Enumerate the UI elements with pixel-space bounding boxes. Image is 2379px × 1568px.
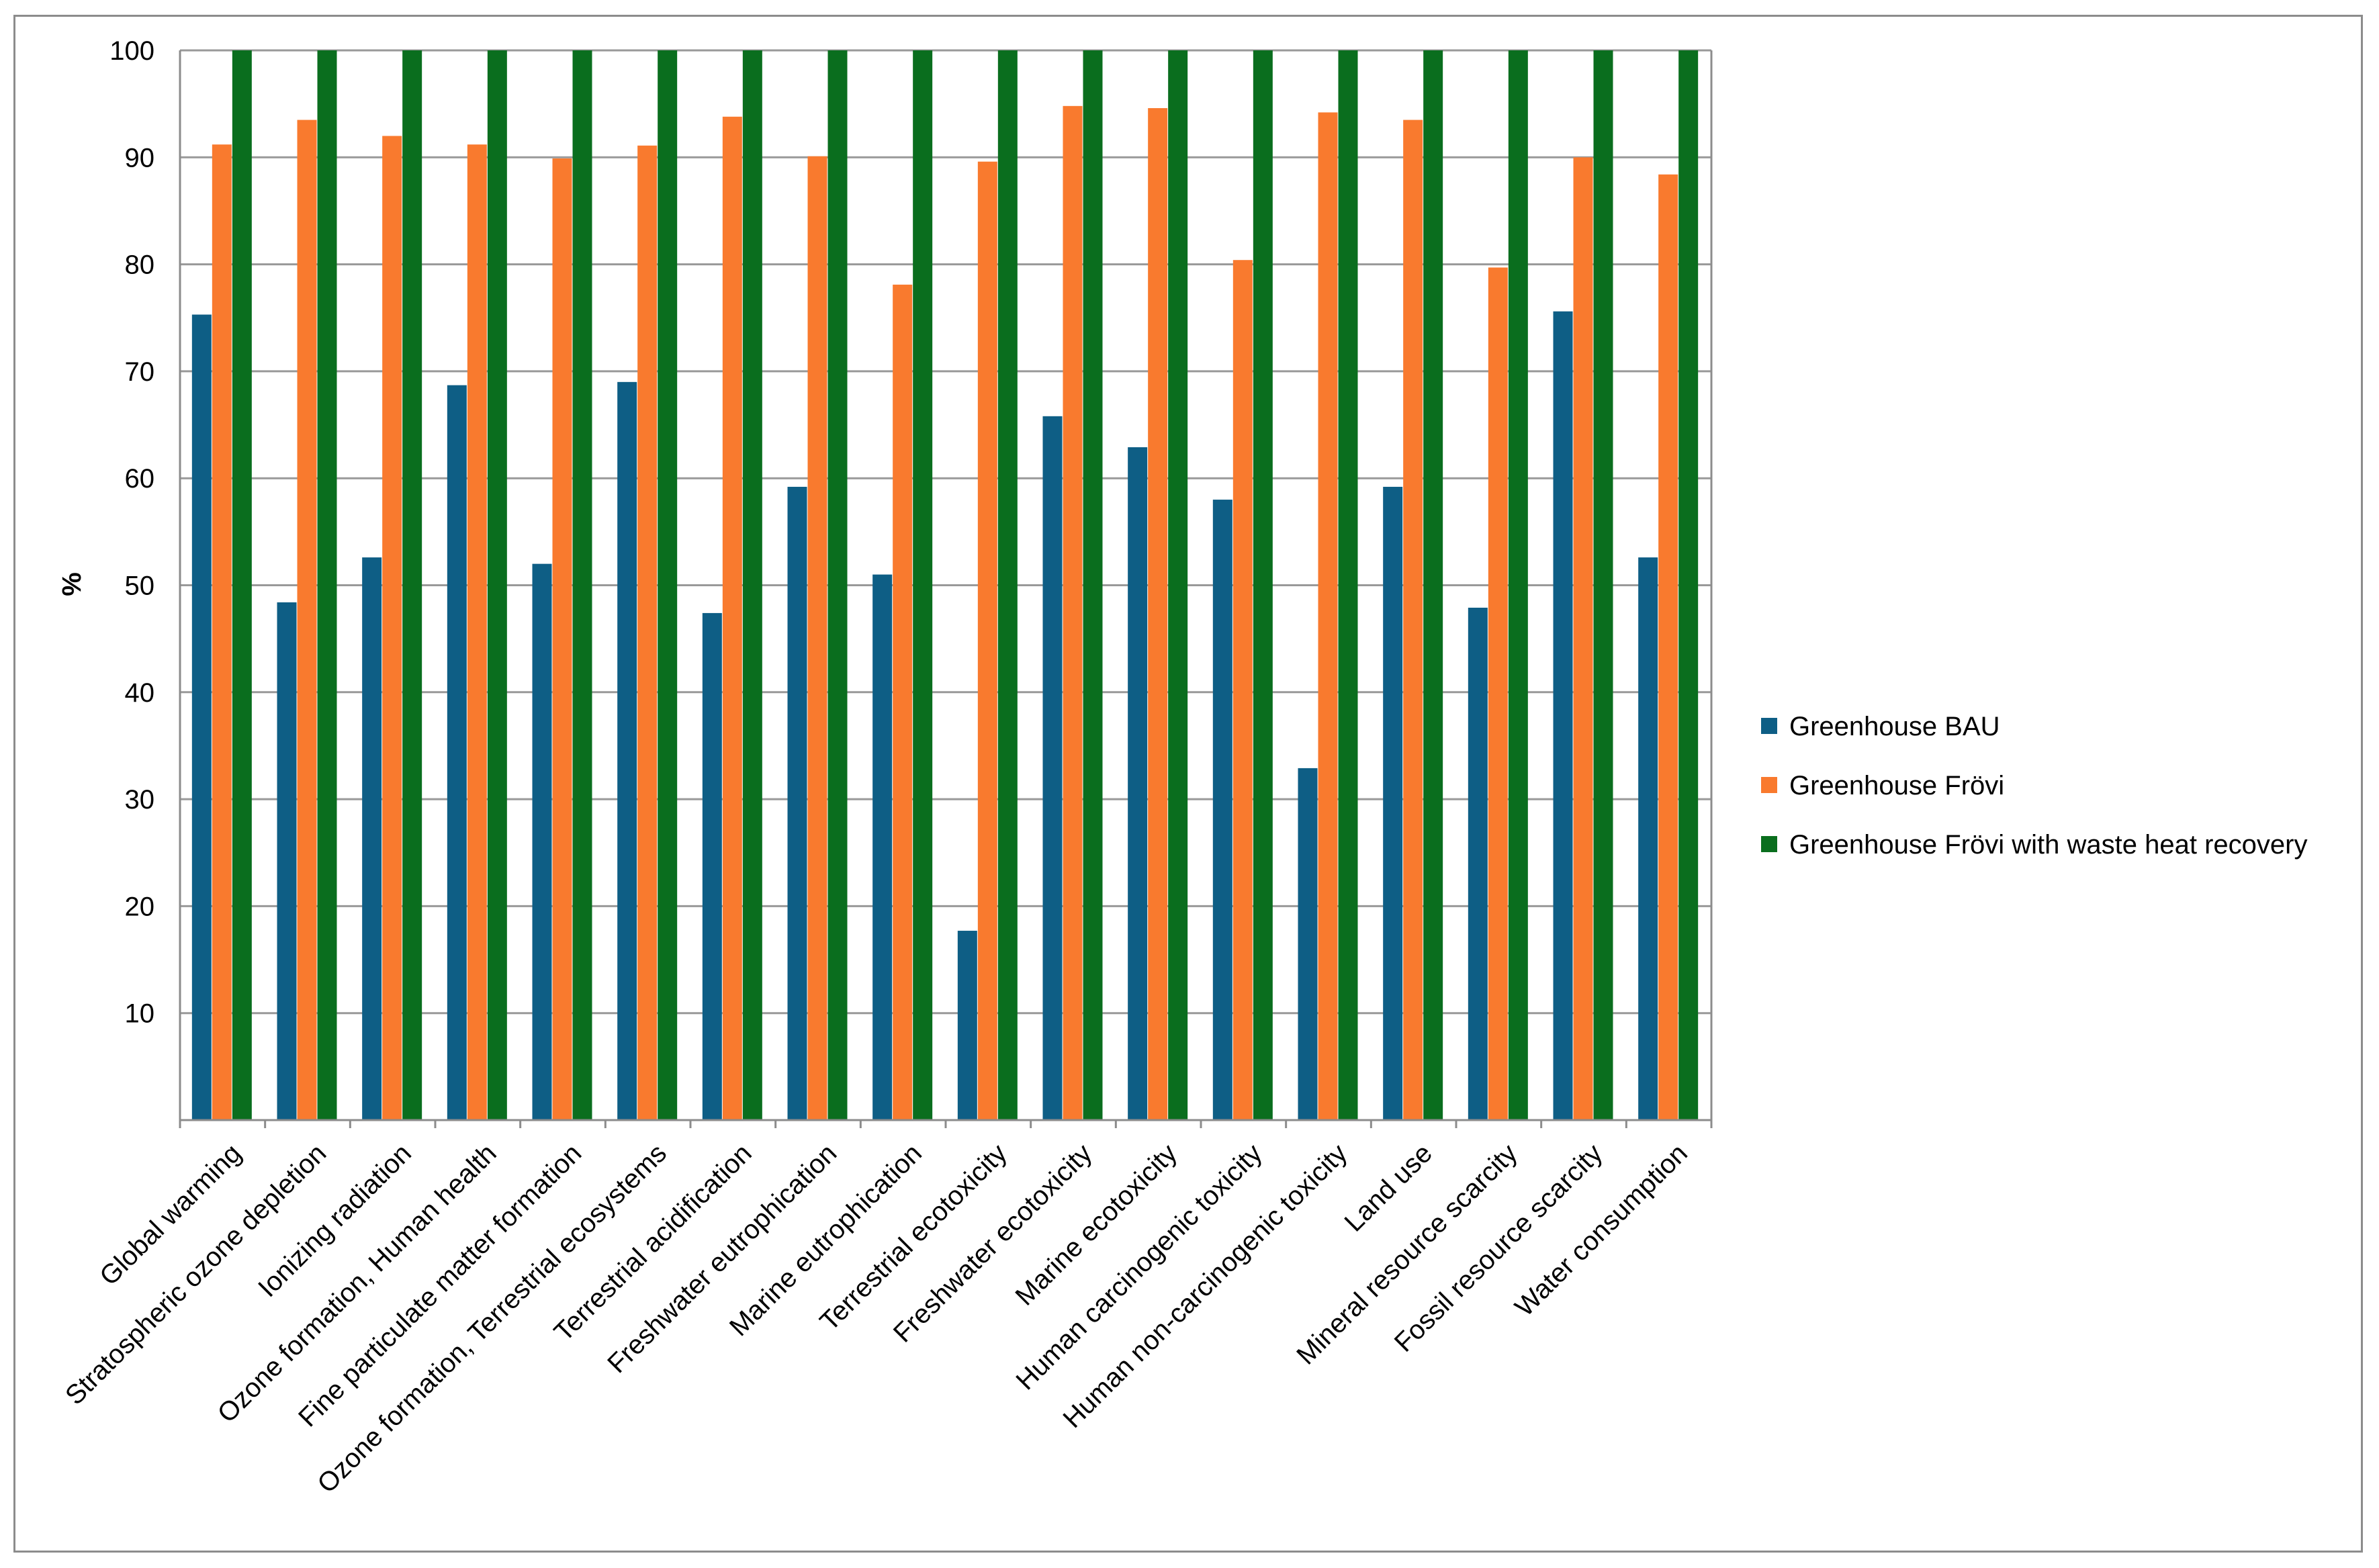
bar-greenhouse-bau-freshwater-eutrophication (787, 486, 807, 1120)
y-tick-label-30: 30 (125, 785, 155, 815)
bar-greenhouse-frovi-with-waste-heat-recovery-fine-particulate-matter-formation (572, 50, 592, 1120)
bar-greenhouse-frovi-fossil-resource-scarcity (1573, 157, 1593, 1120)
bar-greenhouse-frovi-with-waste-heat-recovery-freshwater-ecotoxicity (1083, 50, 1103, 1120)
bar-greenhouse-frovi-with-waste-heat-recovery-stratospheric-ozone-depletion (317, 50, 337, 1120)
bar-greenhouse-frovi-with-waste-heat-recovery-human-carcinogenic-toxicity (1253, 50, 1273, 1120)
y-tick-label-100: 100 (109, 36, 154, 66)
bar-greenhouse-bau-global-warming (191, 314, 212, 1121)
legend-label-greenhouse-frovi: Greenhouse Frövi (1789, 771, 2004, 800)
bar-greenhouse-bau-land-use (1383, 486, 1403, 1120)
axes (179, 50, 1713, 1128)
bar-greenhouse-frovi-water-consumption (1658, 174, 1678, 1121)
y-tick-labels: 10 20 30 40 50 60 70 80 90 100 (109, 36, 154, 1029)
bar-greenhouse-bau-fine-particulate-matter-formation (532, 563, 552, 1120)
bar-greenhouse-bau-mineral-resource-scarcity (1468, 607, 1488, 1120)
bar-greenhouse-frovi-freshwater-eutrophication (807, 156, 827, 1120)
bar-greenhouse-bau-ozone-formation-human-health (447, 385, 467, 1120)
bar-greenhouse-bau-human-carcinogenic-toxicity (1212, 500, 1232, 1120)
bar-greenhouse-bau-ionizing-radiation (362, 557, 382, 1120)
y-tick-label-20: 20 (125, 892, 155, 921)
legend-label-greenhouse-frovi-with-waste-heat-recovery: Greenhouse Frövi with waste heat recover… (1789, 830, 2307, 860)
bar-greenhouse-frovi-global-warming (212, 144, 232, 1121)
x-tick-label-global-warming: Global warming (94, 1138, 247, 1291)
bar-greenhouse-frovi-stratospheric-ozone-depletion (297, 120, 317, 1120)
bar-greenhouse-frovi-human-carcinogenic-toxicity (1232, 260, 1253, 1120)
x-tick-label-ionizing-radiation: Ionizing radiation (253, 1138, 417, 1303)
bar-greenhouse-bau-terrestrial-ecotoxicity (957, 931, 977, 1120)
legend: Greenhouse BAU Greenhouse Frövi Greenhouse… (1761, 712, 2307, 860)
bar-greenhouse-frovi-with-waste-heat-recovery-terrestrial-ecotoxicity (997, 50, 1018, 1120)
bar-greenhouse-frovi-ozone-formation-human-health (467, 144, 487, 1121)
bar-greenhouse-frovi-terrestrial-ecotoxicity (977, 161, 997, 1120)
bar-greenhouse-bau-water-consumption (1638, 557, 1658, 1120)
bar-greenhouse-frovi-ozone-formation-terrestrial-ecosystems (637, 145, 658, 1121)
y-tick-label-60: 60 (125, 464, 155, 494)
bar-greenhouse-bau-fossil-resource-scarcity (1553, 311, 1573, 1120)
bar-greenhouse-frovi-with-waste-heat-recovery-fossil-resource-scarcity (1593, 50, 1613, 1120)
bar-greenhouse-frovi-with-waste-heat-recovery-freshwater-eutrophication (827, 50, 848, 1120)
bar-greenhouse-bau-stratospheric-ozone-depletion (277, 602, 297, 1120)
bar-greenhouse-bau-freshwater-ecotoxicity (1042, 416, 1063, 1120)
bar-greenhouse-frovi-marine-ecotoxicity (1148, 108, 1168, 1121)
bar-greenhouse-frovi-with-waste-heat-recovery-ozone-formation-terrestrial-ecosystems (658, 50, 678, 1120)
y-axis-title: % (57, 572, 87, 596)
bar-greenhouse-frovi-mineral-resource-scarcity (1488, 267, 1508, 1120)
y-tick-label-40: 40 (125, 678, 155, 708)
bar-greenhouse-frovi-with-waste-heat-recovery-ionizing-radiation (402, 50, 422, 1120)
bar-greenhouse-frovi-with-waste-heat-recovery-land-use (1423, 50, 1443, 1120)
bar-greenhouse-frovi-marine-eutrophication (893, 284, 913, 1121)
bar-greenhouse-frovi-with-waste-heat-recovery-mineral-resource-scarcity (1508, 50, 1528, 1120)
y-tick-label-90: 90 (125, 143, 155, 173)
bar-greenhouse-frovi-with-waste-heat-recovery-ozone-formation-human-health (487, 50, 507, 1120)
bar-greenhouse-frovi-with-waste-heat-recovery-marine-ecotoxicity (1168, 50, 1188, 1120)
bar-greenhouse-frovi-with-waste-heat-recovery-human-non-carcinogenic-toxicity (1338, 50, 1358, 1120)
bar-greenhouse-frovi-with-waste-heat-recovery-global-warming (232, 50, 252, 1120)
legend-label-greenhouse-bau: Greenhouse BAU (1789, 712, 2000, 741)
bar-greenhouse-bau-ozone-formation-terrestrial-ecosystems (617, 381, 637, 1120)
bar-greenhouse-bau-human-non-carcinogenic-toxicity (1298, 768, 1318, 1120)
y-tick-label-10: 10 (125, 999, 155, 1029)
bar-greenhouse-frovi-ionizing-radiation (382, 136, 402, 1121)
bar-greenhouse-bau-marine-ecotoxicity (1128, 447, 1148, 1120)
bar-greenhouse-bau-marine-eutrophication (872, 574, 893, 1120)
bar-greenhouse-frovi-fine-particulate-matter-formation (552, 158, 572, 1120)
y-tick-label-70: 70 (125, 357, 155, 387)
legend-swatch-greenhouse-bau (1761, 718, 1777, 734)
y-tick-label-80: 80 (125, 250, 155, 280)
bar-greenhouse-frovi-with-waste-heat-recovery-marine-eutrophication (913, 50, 933, 1120)
bar-greenhouse-frovi-land-use (1403, 120, 1423, 1120)
bar-greenhouse-frovi-with-waste-heat-recovery-water-consumption (1678, 50, 1699, 1120)
bar-greenhouse-frovi-with-waste-heat-recovery-terrestrial-acidification (742, 50, 762, 1120)
bars (191, 50, 1699, 1121)
bar-greenhouse-frovi-freshwater-ecotoxicity (1063, 105, 1083, 1121)
bar-greenhouse-bau-terrestrial-acidification (702, 612, 722, 1120)
legend-swatch-greenhouse-frovi-with-waste-heat-recovery (1761, 836, 1777, 852)
bar-greenhouse-frovi-human-non-carcinogenic-toxicity (1318, 112, 1338, 1120)
y-tick-label-50: 50 (125, 571, 155, 601)
legend-swatch-greenhouse-frovi (1761, 777, 1777, 793)
x-tick-label-marine-ecotoxicity: Marine ecotoxicity (1010, 1138, 1183, 1311)
bar-greenhouse-frovi-terrestrial-acidification (722, 116, 742, 1121)
gridlines (180, 49, 1711, 1015)
